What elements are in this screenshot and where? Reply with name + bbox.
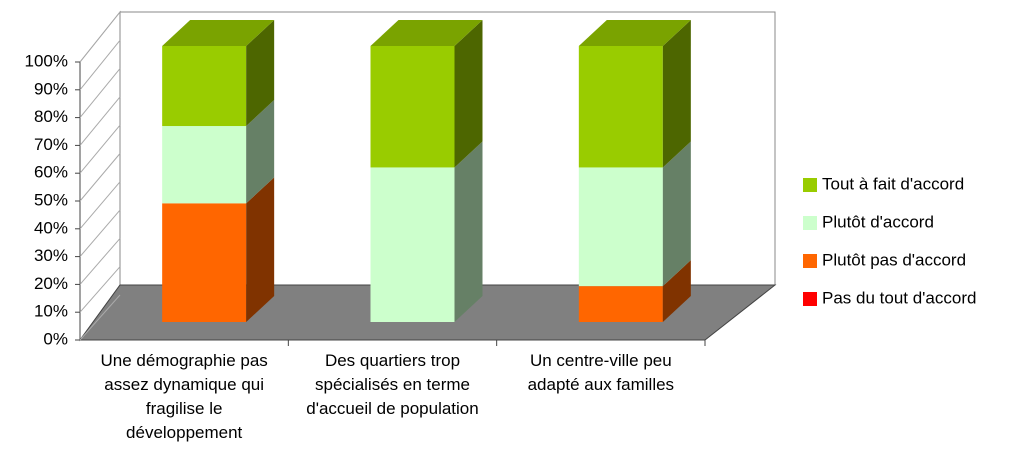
y-tick-label: 70% <box>34 135 68 154</box>
legend-label: Pas du tout d'accord <box>822 288 976 307</box>
bar-side <box>246 100 275 204</box>
grid-line <box>79 294 121 341</box>
bar-segment <box>162 126 247 204</box>
y-tick-label: 0% <box>43 329 68 348</box>
grid-line <box>79 39 121 91</box>
y-tick-label: 10% <box>34 302 68 321</box>
grid-line <box>79 96 121 146</box>
grid-line <box>79 68 121 118</box>
bar-segment <box>578 46 663 168</box>
bar-side <box>662 20 691 168</box>
grid-line <box>79 209 121 257</box>
bar-segment <box>370 46 455 168</box>
legend-label: Plutôt pas d'accord <box>822 250 966 269</box>
bar-side <box>454 141 483 322</box>
y-tick-label: 20% <box>34 274 68 293</box>
legend-swatch <box>803 292 817 306</box>
bar-side <box>662 141 691 287</box>
bar-segment <box>370 167 455 322</box>
y-tick-label: 30% <box>34 246 68 265</box>
y-tick-label: 40% <box>34 218 68 237</box>
grid-line <box>79 124 121 174</box>
grid-line <box>79 181 121 230</box>
bar-side <box>246 20 275 127</box>
legend-swatch <box>803 216 817 230</box>
bar-side <box>454 20 483 168</box>
y-tick-label: 80% <box>34 107 68 126</box>
legend-swatch <box>803 254 817 268</box>
side-wall <box>79 10 121 342</box>
bar-segment <box>162 46 247 127</box>
x-tick-label: Une démographie pas assez dynamique qui fr… <box>101 351 268 442</box>
grid-line <box>79 11 121 63</box>
bar-segment <box>578 167 663 287</box>
y-tick-label: 50% <box>34 190 68 209</box>
bar-side <box>246 177 275 322</box>
grid-line <box>79 238 121 285</box>
grid-line <box>79 153 121 202</box>
bar-segment <box>162 203 247 322</box>
bar-top <box>162 20 275 46</box>
grid-line <box>79 266 121 313</box>
legend-swatch <box>803 178 817 192</box>
bar-side <box>662 260 691 322</box>
legend-label: Tout à fait d'accord <box>822 174 964 193</box>
y-tick-label: 90% <box>34 79 68 98</box>
y-tick-label: 60% <box>34 163 68 182</box>
legend-label: Plutôt d'accord <box>822 212 934 231</box>
bar-segment <box>578 286 663 322</box>
x-tick-label: Des quartiers trop spécialisés en terme d'… <box>306 351 478 418</box>
bar-top <box>578 20 691 46</box>
bar-top <box>370 20 483 46</box>
y-tick-label: 100% <box>25 51 68 70</box>
x-tick-label: Un centre-ville peu adapté aux familles <box>528 351 674 394</box>
